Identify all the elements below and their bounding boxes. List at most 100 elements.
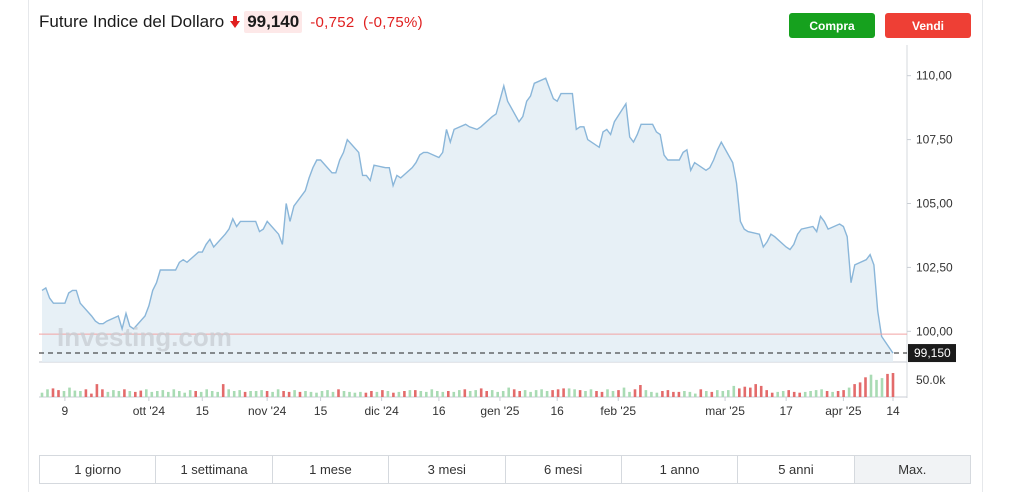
volume-bar <box>677 391 681 397</box>
timeframe-1-settimana[interactable]: 1 settimana <box>156 456 273 483</box>
volume-bar <box>139 390 143 397</box>
sell-button[interactable]: Vendi <box>885 13 971 38</box>
watermark-logo: Investing.com <box>57 322 232 352</box>
volume-bar <box>814 390 818 397</box>
volume-bar <box>238 390 241 397</box>
volume-bar <box>392 392 395 397</box>
volume-bar <box>381 390 384 397</box>
volume-bar <box>161 390 165 397</box>
x-tick-label: 16 <box>550 404 564 418</box>
volume-bar <box>178 391 181 397</box>
volume-bar <box>655 392 659 397</box>
volume-bar <box>474 390 477 397</box>
volume-bar <box>348 391 351 397</box>
volume-bar <box>507 387 510 397</box>
volume-bar <box>776 391 779 397</box>
volume-bar <box>403 391 406 397</box>
timeframe-5-anni[interactable]: 5 anni <box>738 456 855 483</box>
timeframe-1-mese[interactable]: 1 mese <box>273 456 390 483</box>
y-tick-label: 102,50 <box>916 260 953 274</box>
volume-bar <box>326 390 329 397</box>
volume-bar <box>309 391 313 397</box>
y-tick-label: 100,00 <box>916 324 953 338</box>
volume-bar <box>518 391 521 397</box>
volume-bar <box>573 389 576 397</box>
volume-bar <box>276 389 280 397</box>
volume-bar <box>101 389 104 397</box>
volume-bar <box>749 387 752 397</box>
volume-bar <box>617 390 620 397</box>
volume-bar <box>759 385 763 397</box>
volume-bar <box>765 390 768 397</box>
volume-bar <box>430 389 434 397</box>
timeframe-6-mesi[interactable]: 6 mesi <box>506 456 622 483</box>
volume-bar <box>523 390 527 397</box>
volume-bar <box>293 390 296 397</box>
timeframe-max[interactable]: Max. <box>854 456 970 483</box>
price-chart[interactable]: Investing.com 100,00 102,50 105,00 107,50 11… <box>0 0 1024 430</box>
instrument-header: Future Indice del Dollaro 99,140 -0,752 … <box>39 8 423 36</box>
x-tick-label: 16 <box>432 404 446 418</box>
volume-bar <box>611 391 615 397</box>
volume-bar <box>304 391 307 397</box>
volume-bar <box>534 390 538 397</box>
volume-bar <box>732 385 736 397</box>
volume-bar <box>221 384 225 397</box>
volume-bar <box>128 391 132 397</box>
x-tick-label: nov '24 <box>248 404 287 418</box>
volume-bar <box>167 391 170 397</box>
volume-bar <box>441 391 445 397</box>
volume-bar <box>90 393 93 397</box>
volume-bar <box>73 390 77 397</box>
volume-bar <box>243 391 247 397</box>
volume-bar <box>584 391 587 397</box>
x-tick-label: apr '25 <box>825 404 862 418</box>
volume-bar <box>134 391 137 397</box>
volume-bar <box>551 390 554 397</box>
volume-bar <box>798 392 801 397</box>
volume-bar <box>397 391 401 397</box>
volume-bar <box>880 378 884 397</box>
volume-bar <box>639 385 642 397</box>
volume-bar <box>46 389 49 397</box>
x-tick-label: ott '24 <box>133 404 166 418</box>
x-tick-label: 15 <box>196 404 210 418</box>
y-axis: 100,00 102,50 105,00 107,50 110,00 <box>907 69 953 338</box>
volume-bar <box>781 391 785 397</box>
volume-bar <box>490 390 494 397</box>
timeframe-selector: 1 giorno 1 settimana 1 mese 3 mesi 6 mesi 1 a… <box>39 455 971 484</box>
current-price-label: 99,150 <box>914 346 951 360</box>
volume-bar <box>567 388 571 397</box>
timeframe-1-giorno[interactable]: 1 giorno <box>40 456 157 483</box>
volume-bar <box>770 392 774 397</box>
volume-bar <box>485 391 488 397</box>
timeframe-3-mesi[interactable]: 3 mesi <box>389 456 506 483</box>
volume-bar <box>106 391 110 397</box>
volume-axis-label: 50.0k <box>916 373 946 387</box>
timeframe-1-anno[interactable]: 1 anno <box>622 456 739 483</box>
volume-bar <box>249 391 252 397</box>
volume-bar <box>672 391 675 397</box>
volume-bar <box>875 379 878 397</box>
change-percent: (-0,75%) <box>363 13 423 31</box>
last-price: 99,140 <box>244 11 303 33</box>
volume-bar <box>589 389 593 397</box>
volume-bar <box>117 391 121 397</box>
buy-button[interactable]: Compra <box>789 13 875 38</box>
volume-bar <box>436 391 439 397</box>
volume-bar <box>820 389 823 397</box>
volume-bar <box>216 391 219 397</box>
volume-bar <box>683 391 686 397</box>
volume-bar <box>847 387 851 397</box>
volume-bar <box>831 391 834 397</box>
volume-bar <box>622 387 626 397</box>
x-tick-label: gen '25 <box>480 404 519 418</box>
volume-bar <box>40 392 44 397</box>
volume-bar <box>864 377 867 397</box>
volume-bar <box>600 391 604 397</box>
volume-bar <box>315 392 318 397</box>
volume-bar <box>633 389 637 397</box>
volume-bars <box>40 373 895 397</box>
chart-widget-frame <box>28 0 983 492</box>
volume-bar <box>705 391 708 397</box>
